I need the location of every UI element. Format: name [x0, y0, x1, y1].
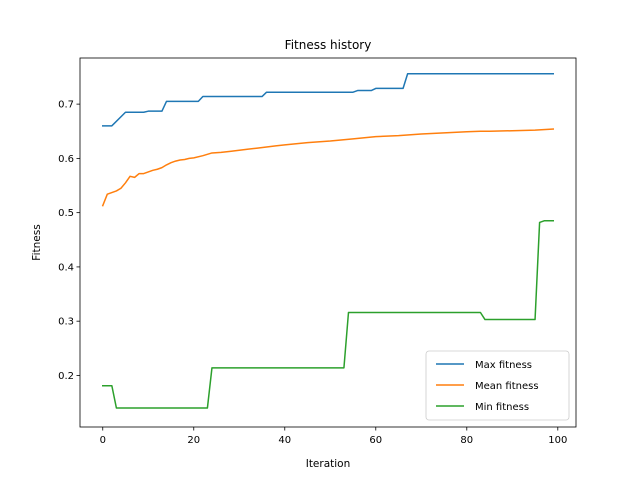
min-fitness-legend-label: Min fitness: [475, 402, 529, 413]
y-tick-label: 0.4: [58, 262, 74, 273]
max-fitness-line: [102, 72, 554, 127]
y-axis-label: Fitness: [31, 224, 43, 260]
plot-frame: [79, 57, 577, 428]
mean-fitness-line: [101, 128, 555, 207]
y-tick-label: 0.7: [58, 100, 74, 111]
x-axis-label: Iteration: [306, 458, 351, 470]
x-axis-ticks: 0 20 40 60 80 100: [100, 427, 567, 446]
x-tick-label: 80: [460, 435, 473, 446]
legend-box: [425, 350, 570, 421]
x-tick-label: 20: [187, 435, 200, 446]
x-tick-label: 0: [100, 435, 106, 446]
y-tick-label: 0.2: [58, 371, 74, 382]
max-fitness-legend-label: Max fitness: [475, 360, 532, 371]
y-tick-label: 0.3: [58, 317, 74, 328]
legend: Max fitness Mean fitness Min fitness: [425, 350, 570, 421]
legend-entries: Max fitness Mean fitness Min fitness: [436, 360, 539, 413]
y-axis-ticks: 0.2 0.3 0.4 0.5 0.6 0.7: [58, 100, 80, 382]
y-tick-label: 0.5: [58, 208, 74, 219]
x-tick-label: 100: [548, 435, 567, 446]
series-layer: [101, 72, 555, 409]
y-tick-label: 0.6: [58, 154, 74, 165]
x-tick-label: 40: [278, 435, 291, 446]
min-fitness-line: [102, 220, 554, 409]
x-tick-label: 60: [369, 435, 382, 446]
chart-title: Fitness history: [285, 38, 372, 52]
mean-fitness-legend-label: Mean fitness: [475, 381, 539, 392]
